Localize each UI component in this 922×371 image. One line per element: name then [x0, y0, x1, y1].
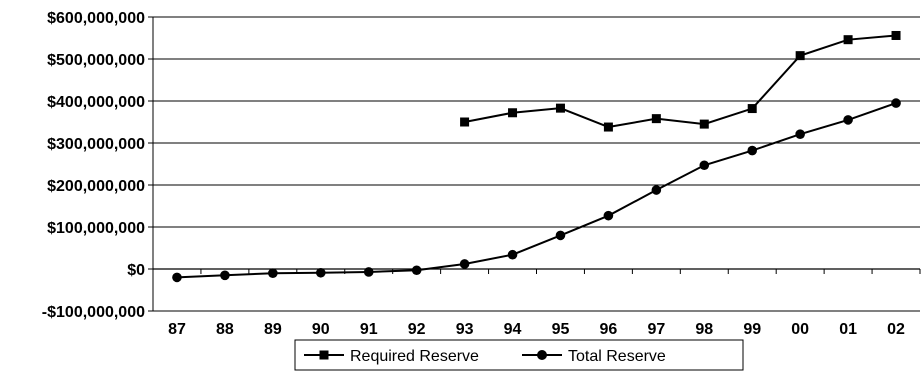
data-point-total-reserve [651, 185, 662, 195]
data-point-total-reserve [220, 270, 230, 281]
data-point-required-reserve [747, 104, 757, 114]
y-tick-label: $400,000,000 [47, 94, 145, 111]
data-point-required-reserve [891, 30, 901, 40]
y-tick-label: $0 [127, 262, 145, 279]
y-tick-label: $100,000,000 [47, 220, 145, 237]
legend-box [294, 339, 744, 371]
legend-required-marker [319, 350, 329, 360]
data-point-total-reserve [411, 265, 422, 276]
y-axis-tick-labels: $600,000,000 $500,000,000 $400,000,000 $300… [42, 10, 145, 321]
data-point-total-reserve [363, 267, 374, 277]
x-tick-label: 88 [216, 321, 234, 338]
legend-total-marker [537, 350, 547, 360]
legend: Required Reserve Total Reserve [294, 339, 744, 371]
y-tick-label: $600,000,000 [47, 10, 145, 27]
legend-total-label: Total Reserve [568, 348, 666, 365]
x-tick-label: 02 [887, 321, 905, 338]
x-tick-label: 97 [647, 321, 665, 338]
data-point-required-reserve [843, 35, 853, 45]
data-point-required-reserve [603, 122, 613, 132]
data-point-total-reserve [699, 160, 710, 171]
x-tick-label: 00 [791, 321, 809, 338]
series-line-required-reserve [464, 34, 897, 129]
x-tick-label: 91 [360, 321, 378, 338]
data-point-total-reserve [315, 267, 326, 278]
data-point-total-reserve [603, 210, 614, 221]
data-point-required-reserve [699, 119, 709, 129]
axes [148, 16, 921, 312]
data-point-required-reserve [651, 114, 661, 124]
data-point-total-reserve [891, 98, 901, 108]
x-axis-tick-labels: 87 88 89 90 91 92 93 94 95 96 97 98 99 00 01 02 [168, 321, 905, 338]
series-line-total-reserve [176, 102, 897, 279]
x-tick-label: 95 [552, 321, 570, 338]
y-tick-label: $200,000,000 [47, 178, 145, 195]
x-tick-label: 92 [408, 321, 426, 338]
x-tick-label: 89 [264, 321, 282, 338]
x-tick-label: 94 [504, 321, 522, 338]
x-tick-label: 96 [600, 321, 618, 338]
data-point-total-reserve [172, 272, 182, 283]
legend-required-label: Required Reserve [350, 348, 479, 365]
y-tick-label: $300,000,000 [47, 136, 145, 153]
series-lines [172, 30, 901, 283]
x-tick-label: 90 [312, 321, 330, 338]
x-tick-label: 01 [839, 321, 857, 338]
data-point-required-reserve [795, 51, 805, 61]
x-tick-label: 93 [456, 321, 474, 338]
x-tick-label: 87 [168, 321, 186, 338]
y-tick-label: -$100,000,000 [42, 304, 145, 321]
data-point-required-reserve [508, 108, 518, 118]
x-tick-label: 98 [695, 321, 713, 338]
data-point-total-reserve [507, 249, 518, 260]
y-tick-label: $500,000,000 [47, 52, 145, 69]
gridlines [153, 16, 920, 312]
data-point-required-reserve [460, 117, 470, 127]
data-point-total-reserve [459, 259, 470, 269]
data-point-total-reserve [555, 230, 566, 241]
data-point-total-reserve [268, 268, 278, 279]
data-point-total-reserve [843, 115, 853, 125]
data-point-required-reserve [555, 103, 565, 113]
x-tick-label: 99 [743, 321, 761, 338]
data-point-total-reserve [747, 145, 758, 156]
data-point-total-reserve [795, 129, 805, 139]
